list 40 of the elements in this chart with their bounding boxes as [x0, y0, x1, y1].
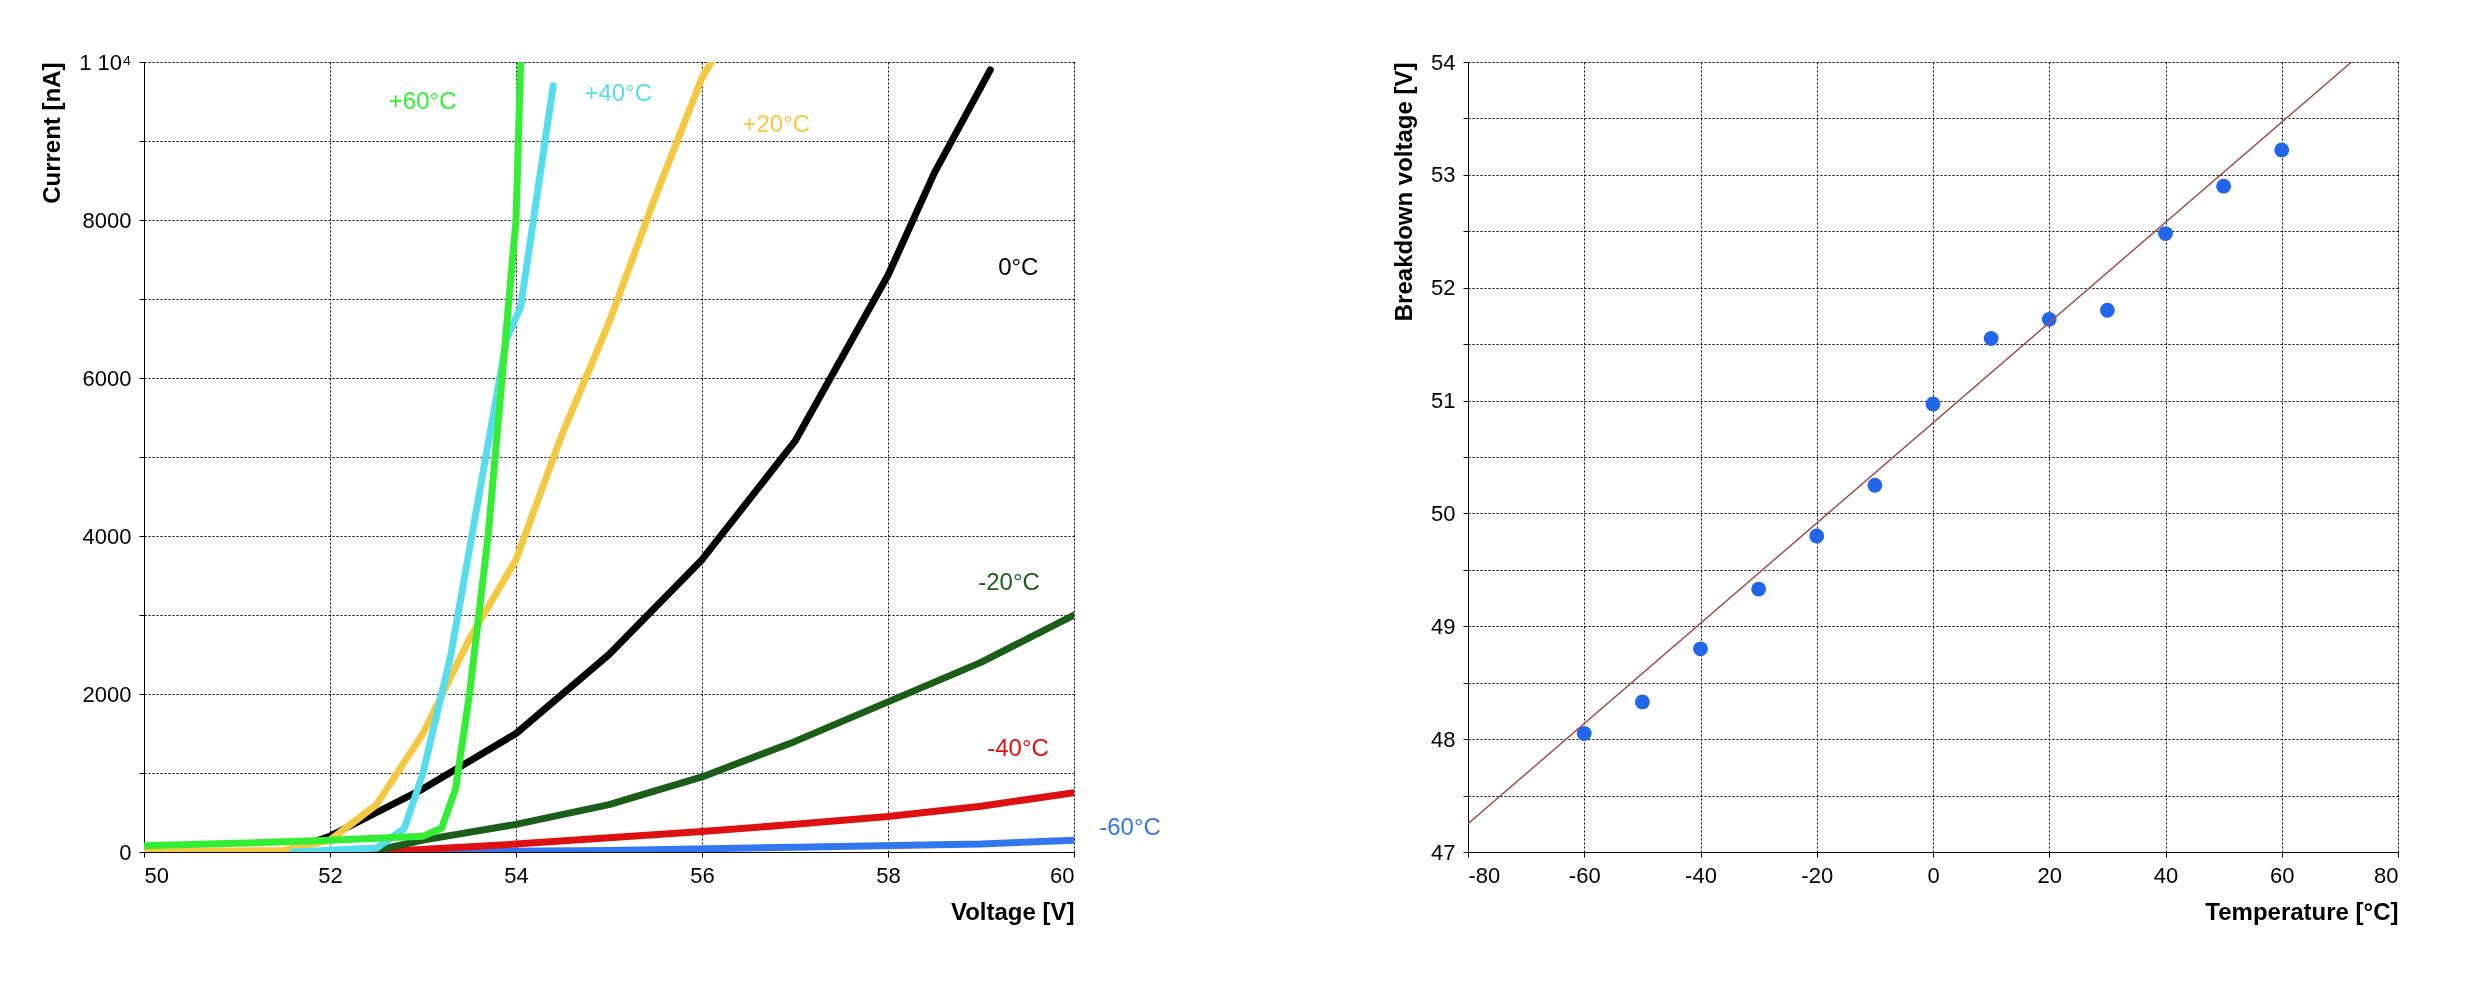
y-tick-label: 6000	[82, 365, 132, 391]
x-tick-label: 60	[2270, 862, 2295, 888]
text: +60°C	[388, 87, 457, 114]
x-tick-label: -20	[1801, 862, 1834, 888]
series-label: -40°C	[987, 733, 1049, 761]
x-tick-label: 60	[1050, 862, 1075, 888]
y-tick-label: 0	[119, 839, 132, 865]
y-tick-label: 47	[1431, 839, 1456, 865]
y-axis-title: Current [nA]	[38, 62, 66, 204]
y-tick-label: 50	[1431, 500, 1456, 526]
x-tick-label: 40	[2153, 862, 2179, 888]
x-tick-label: 58	[876, 862, 901, 888]
x-tick-label: -60	[1568, 862, 1601, 888]
x-tick-label: 0	[1927, 862, 1940, 888]
x-tick-label: 50	[144, 862, 169, 888]
text: 0°C	[998, 252, 1039, 280]
y-tick-label: 8000	[82, 207, 132, 233]
y-tick-label: 54	[1431, 49, 1456, 75]
x-tick-label: 54	[504, 862, 529, 888]
x-axis-title: Voltage [V]	[950, 897, 1075, 925]
series-label: +40°C	[584, 78, 653, 106]
x-tick-label: -40	[1685, 862, 1717, 888]
x-tick-label: 80	[2374, 862, 2399, 888]
y-axis-title: Breakdown voltage [V]	[1390, 62, 1418, 322]
x-tick-label: 20	[2037, 862, 2062, 888]
y-tick-label: 53	[1431, 162, 1456, 188]
y-tick-label: 1 10⁴	[79, 49, 132, 75]
x-tick-label: 56	[690, 862, 715, 888]
y-tick-label: 49	[1431, 613, 1456, 639]
y-tick-label: 48	[1431, 726, 1456, 752]
x-tick-label: 52	[318, 862, 343, 888]
y-tick-label: 2000	[82, 681, 132, 707]
series-label: -20°C	[978, 568, 1040, 595]
series-label: -60°C	[1099, 813, 1161, 841]
y-tick-label: 51	[1431, 388, 1456, 414]
y-tick-label: 52	[1431, 275, 1456, 301]
text: +20°C	[742, 110, 811, 137]
x-tick-label: -80	[1468, 862, 1501, 888]
x-axis-title: Temperature [°C]	[2205, 897, 2399, 925]
y-tick-label: 4000	[82, 523, 132, 549]
